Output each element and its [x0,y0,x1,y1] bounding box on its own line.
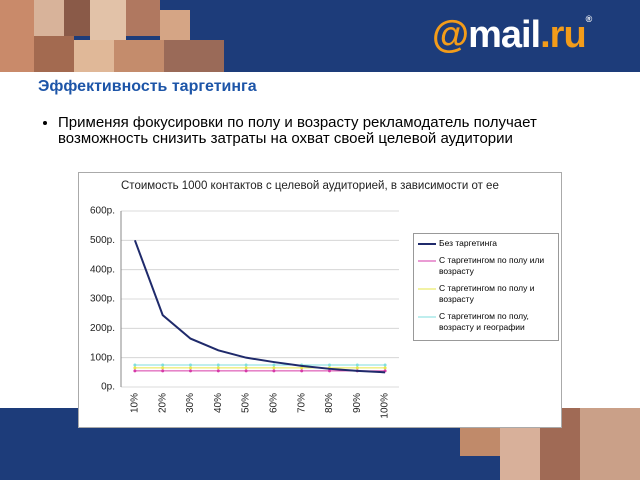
point [189,363,192,367]
point [189,369,192,373]
legend-swatch [418,288,436,290]
photo [160,10,190,40]
x-tick-label: 80% [324,393,335,413]
point [161,366,165,370]
photo [74,40,114,72]
photo [460,426,500,456]
y-tick-label: 600р. [90,206,115,217]
photo [64,0,90,36]
legend: Без таргетинга С таргетингом по полу или … [413,233,559,341]
point [272,369,276,373]
point [216,369,220,373]
point [300,366,304,370]
point [383,366,387,370]
logo-at: @ [432,14,469,56]
point [216,363,220,367]
logo-mark: ® [585,14,593,24]
point [161,363,165,367]
point [216,366,220,370]
heading: Эффективность таргетинга [38,78,257,95]
y-tick-label: 200р. [90,323,115,334]
x-tick-label: 40% [213,393,224,413]
bullet-list: Применяя фокусировки по полу и возрасту … [22,115,618,147]
x-tick-label: 100% [380,393,391,419]
legend-label: С таргетингом по полу или возрасту [439,255,545,276]
point [244,363,248,367]
point [355,366,359,370]
point [133,363,137,367]
logo-domain: .ru [540,14,587,56]
legend-entry: С таргетингом по полу и возрасту [418,283,554,305]
series-line [133,239,386,374]
chart-box: Стоимость 1000 контактов с целевой аудит… [78,172,562,428]
legend-label: С таргетингом по полу, возрасту и геогра… [439,311,529,332]
legend-entry: Без таргетинга [418,238,554,249]
legend-label: Без таргетинга [439,238,497,248]
point [133,366,137,370]
chart-title: Стоимость 1000 контактов с целевой аудит… [121,180,499,192]
point [272,366,276,370]
point [383,363,387,367]
point [355,363,359,367]
photo [580,408,640,480]
logo: @mail.ru® [432,14,593,57]
photo [34,0,64,36]
legend-swatch [418,316,436,318]
y-tick-label: 500р. [90,235,115,246]
legend-label: С таргетингом по полу и возрасту [439,283,535,304]
x-tick-label: 20% [157,393,168,413]
logo-name: mail [468,14,541,56]
top-banner: @mail.ru® [0,0,640,72]
photo [114,40,164,72]
point [272,363,276,367]
photo [164,40,224,72]
point [161,369,165,373]
y-tick-label: 300р. [90,294,115,305]
point [244,366,248,370]
legend-swatch [418,260,436,262]
legend-entry: С таргетингом по полу, возрасту и геогра… [418,311,554,333]
point [328,363,331,367]
y-tick-label: 100р. [90,352,115,363]
point [133,369,137,373]
legend-entry: С таргетингом по полу или возрасту [418,255,554,277]
x-tick-label: 50% [241,393,252,413]
photo [90,0,126,40]
photo [500,418,540,480]
point [189,366,192,370]
x-tick-label: 70% [296,393,307,413]
y-tick-label: 400р. [90,264,115,275]
bullet-text: Применяя фокусировки по полу и возрасту … [58,115,618,147]
y-tick-label: 0р. [101,382,115,393]
point [300,369,304,373]
point [328,369,331,373]
photo [34,36,74,72]
x-tick-label: 10% [130,393,141,413]
x-tick-label: 30% [185,393,196,413]
x-tick-label: 90% [352,393,363,413]
photo [0,0,34,72]
x-tick-label: 60% [269,393,280,413]
photo [126,0,160,36]
point [244,369,248,373]
chart: Стоимость 1000 контактов с целевой аудит… [90,180,499,419]
legend-swatch [418,243,436,245]
